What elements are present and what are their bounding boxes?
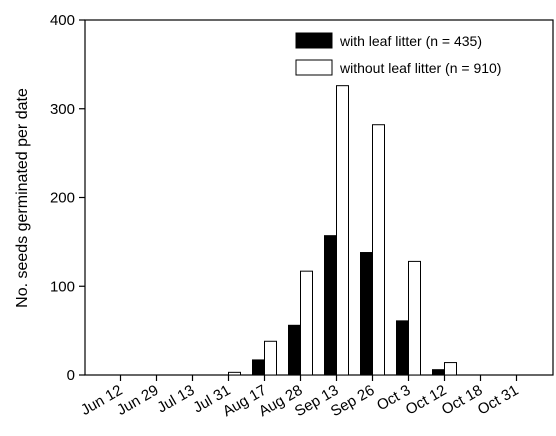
- y-tick-label: 0: [67, 367, 75, 384]
- y-tick-label: 100: [50, 278, 75, 295]
- legend-swatch: [295, 32, 333, 49]
- y-axis-label: No. seeds germinated per date: [14, 88, 31, 308]
- bar: [324, 235, 337, 376]
- x-tick-label: Oct 12: [403, 382, 450, 419]
- bar: [408, 260, 421, 376]
- y-tick-label: 300: [50, 101, 75, 118]
- x-tick-label: Oct 31: [475, 382, 522, 419]
- legend: with leaf litter (n = 435) without leaf l…: [295, 32, 501, 76]
- bar: [252, 359, 265, 376]
- bar: [264, 340, 277, 376]
- bar: [288, 324, 301, 376]
- legend-label: with leaf litter (n = 435): [339, 33, 482, 49]
- x-tick-label: Jul 13: [154, 382, 197, 417]
- bar: [432, 369, 445, 376]
- x-tick-label: Oct 18: [439, 382, 486, 419]
- y-tick-label: 400: [50, 12, 75, 29]
- bar: [336, 85, 349, 376]
- y-tick-label: 200: [50, 190, 75, 207]
- bar: [300, 270, 313, 376]
- bar: [228, 371, 241, 376]
- y-axis: 0 100 200 300 400: [50, 12, 85, 384]
- legend-swatch: [295, 59, 333, 76]
- x-tick-label: Jun 29: [114, 382, 162, 419]
- bar: [372, 124, 385, 376]
- legend-label: without leaf litter (n = 910): [339, 60, 501, 76]
- bar: [444, 362, 457, 376]
- bar: [360, 252, 373, 376]
- bars: [228, 85, 457, 376]
- bar: [396, 320, 409, 376]
